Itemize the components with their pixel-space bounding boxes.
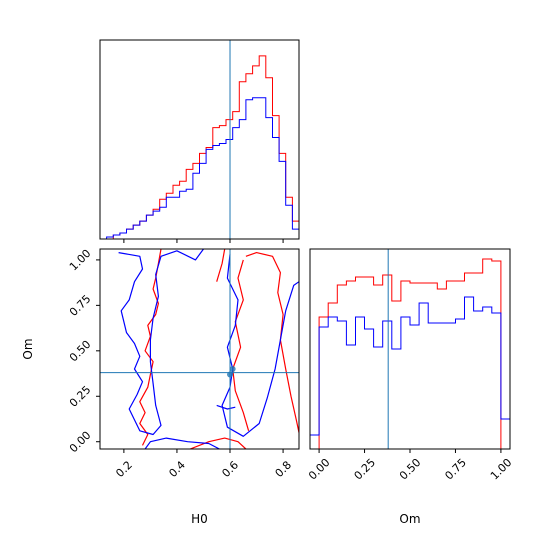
contour-line-red — [232, 259, 250, 431]
h0-om-contour-panel: 0.2 0.4 0.6 0.8 0.00 0.25 0.50 0.75 1.00 — [67, 247, 300, 480]
contour-ytick-label: 0.00 — [67, 429, 94, 456]
x-axis-label-h0: H0 — [191, 512, 208, 526]
contour-line-blue — [216, 404, 236, 410]
contour-line-red — [245, 252, 299, 433]
contour-line-blue — [144, 437, 220, 449]
om-hist-xtick-label: 1.00 — [488, 456, 515, 483]
contour-frame — [99, 248, 300, 450]
om-hist-frame — [309, 248, 511, 450]
contour-xtick-label: 0.6 — [219, 458, 241, 480]
om-hist-marks — [310, 258, 510, 449]
contour-ytick-label: 0.50 — [67, 338, 94, 365]
contour-line-red — [216, 249, 226, 282]
contour-line-red — [189, 437, 247, 449]
contour-xtick-label: 0.4 — [166, 458, 188, 480]
om-hist-xtick-label: 0.00 — [306, 456, 333, 483]
h0-hist-step-red — [100, 55, 299, 239]
h0-histogram-panel — [99, 39, 300, 243]
contour-ytick-label: 0.75 — [67, 292, 94, 319]
h0-hist-marks — [100, 55, 299, 239]
h0-hist-step-blue — [100, 97, 299, 239]
contour-line-red — [139, 249, 162, 446]
contour-line-blue — [118, 249, 204, 436]
contour-ytick-label: 0.25 — [67, 383, 94, 410]
contour-ytick-label: 1.00 — [67, 247, 94, 274]
om-hist-step-red — [310, 258, 510, 449]
contour-line-blue — [221, 254, 299, 437]
om-hist-xtick-label: 0.50 — [397, 456, 424, 483]
h0-hist-frame — [99, 39, 300, 240]
contour-xtick-label: 0.8 — [273, 458, 295, 480]
y-axis-label-om: Om — [21, 338, 35, 359]
om-hist-xtick-label: 0.75 — [442, 456, 469, 483]
contour-marks — [118, 249, 299, 449]
contour-point — [229, 366, 236, 372]
om-hist-xtick-label: 0.25 — [352, 456, 379, 483]
om-histogram-panel: 0.00 0.25 0.50 0.75 1.00 — [306, 248, 515, 483]
om-hist-step-blue — [310, 296, 510, 449]
contour-xtick-label: 0.2 — [113, 458, 135, 480]
x-axis-label-om: Om — [399, 512, 420, 526]
